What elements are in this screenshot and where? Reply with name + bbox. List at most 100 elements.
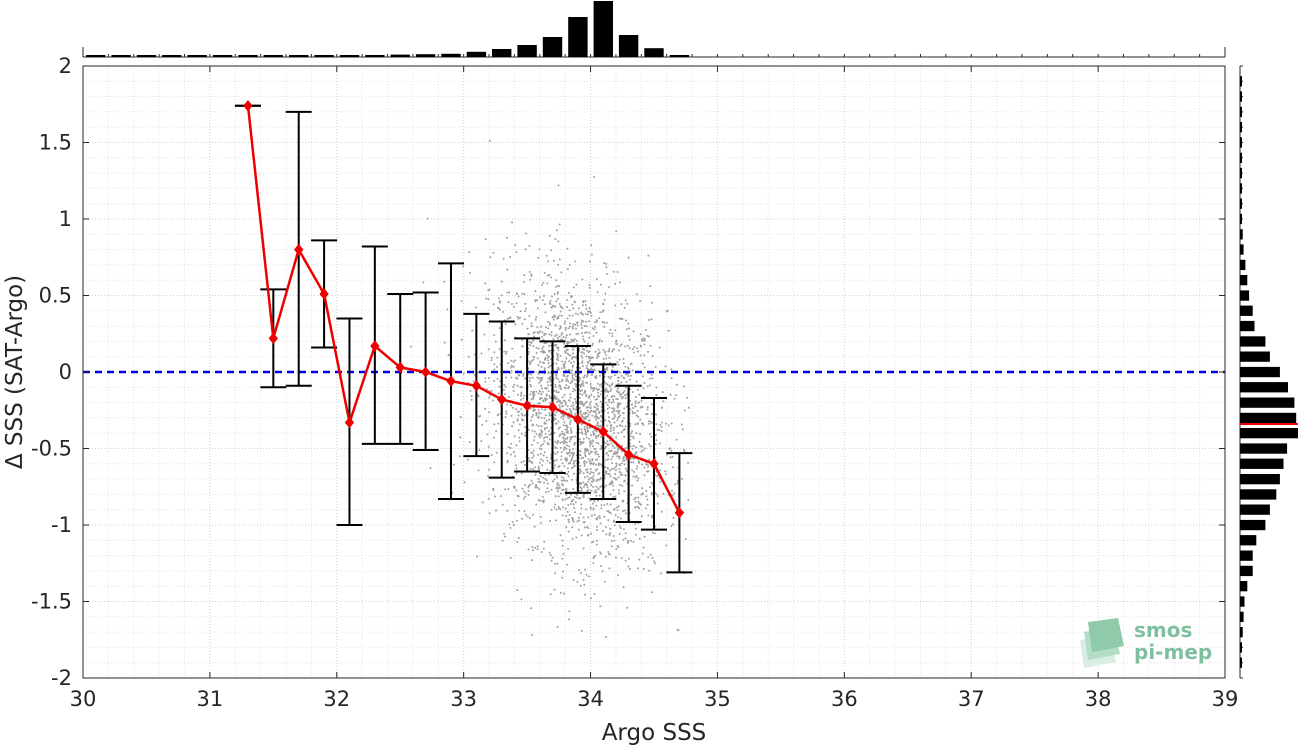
scatter-point — [645, 413, 647, 416]
scatter-point — [543, 417, 546, 420]
scatter-point — [619, 474, 622, 476]
scatter-point — [585, 355, 588, 358]
scatter-point — [579, 441, 582, 443]
scatter-point — [612, 444, 615, 447]
scatter-point — [647, 350, 649, 353]
scatter-point — [561, 415, 564, 417]
scatter-point — [597, 408, 600, 411]
scatter-point — [583, 462, 586, 465]
scatter-point — [558, 285, 561, 288]
scatter-point — [638, 393, 641, 396]
scatter-point — [575, 496, 578, 499]
right-hist-bar — [1240, 535, 1257, 546]
scatter-point — [644, 507, 647, 510]
scatter-point — [616, 506, 619, 509]
scatter-point — [497, 392, 500, 395]
scatter-point — [554, 305, 557, 308]
scatter-point — [568, 408, 571, 410]
scatter-point — [596, 468, 598, 471]
scatter-point — [615, 340, 618, 343]
scatter-point — [539, 516, 542, 518]
scatter-point — [664, 365, 667, 368]
scatter-point — [587, 355, 590, 358]
scatter-point — [566, 436, 569, 439]
scatter-point — [515, 251, 518, 254]
mean-marker — [497, 393, 507, 406]
scatter-point — [617, 417, 620, 419]
scatter-point — [627, 335, 630, 338]
scatter-point — [553, 459, 556, 462]
scatter-point — [510, 359, 513, 362]
scatter-point — [665, 473, 667, 476]
scatter-point — [504, 488, 507, 491]
scatter-point — [581, 356, 584, 359]
scatter-point — [636, 567, 639, 570]
scatter-point — [612, 270, 615, 273]
scatter-point — [622, 586, 625, 589]
scatter-point — [554, 464, 556, 467]
scatter-point — [583, 325, 586, 328]
scatter-point — [654, 562, 656, 565]
scatter-point — [568, 618, 570, 621]
scatter-point — [687, 498, 690, 501]
scatter-point — [521, 414, 524, 417]
scatter-point — [543, 333, 546, 335]
scatter-point — [579, 377, 582, 380]
scatter-point — [534, 466, 537, 469]
scatter-point — [619, 281, 621, 284]
scatter-point — [585, 320, 588, 323]
scatter-point — [565, 357, 568, 360]
scatter-point — [598, 339, 601, 342]
scatter-point — [565, 336, 567, 339]
scatter-point — [622, 376, 625, 379]
scatter-point — [562, 552, 565, 555]
scatter-point — [523, 281, 525, 283]
top-hist-bar — [289, 55, 309, 57]
scatter-point — [608, 532, 611, 535]
scatter-point — [618, 358, 621, 361]
scatter-point — [488, 411, 491, 414]
scatter-point — [540, 458, 543, 461]
scatter-point — [569, 503, 572, 505]
scatter-point — [527, 486, 530, 489]
scatter-point — [529, 467, 532, 470]
top-hist-bar — [542, 37, 563, 57]
scatter-point — [524, 434, 527, 437]
scatter-point — [548, 461, 551, 464]
scatter-point — [600, 383, 603, 386]
scatter-point — [510, 366, 512, 369]
scatter-point — [605, 353, 607, 356]
scatter-point — [503, 350, 506, 353]
scatter-point — [587, 458, 590, 461]
scatter-point — [631, 348, 634, 351]
scatter-point — [569, 427, 572, 429]
scatter-point — [576, 520, 579, 523]
scatter-point — [596, 389, 599, 391]
scatter-point — [529, 278, 532, 281]
scatter-point — [536, 357, 539, 360]
scatter-point — [585, 508, 588, 511]
scatter-point — [568, 264, 571, 266]
scatter-point — [572, 520, 575, 523]
scatter-point — [475, 306, 478, 309]
scatter-point — [601, 321, 604, 324]
scatter-point — [530, 273, 533, 276]
scatter-point — [462, 265, 465, 268]
scatter-point — [580, 482, 582, 485]
scatter-point — [595, 494, 598, 497]
scatter-point — [551, 480, 554, 483]
scatter-point — [581, 332, 583, 334]
scatter-point — [552, 318, 555, 321]
scatter-point — [654, 433, 657, 436]
scatter-point — [483, 333, 486, 336]
scatter-point — [548, 333, 551, 336]
scatter-point — [547, 355, 550, 358]
scatter-point — [600, 435, 603, 438]
right-hist-bar — [1240, 458, 1284, 469]
scatter-point — [509, 447, 512, 449]
scatter-point — [614, 282, 617, 285]
right-hist-bar — [1240, 106, 1242, 118]
scatter-point — [608, 473, 611, 476]
scatter-point — [615, 453, 617, 455]
scatter-point — [613, 508, 615, 511]
